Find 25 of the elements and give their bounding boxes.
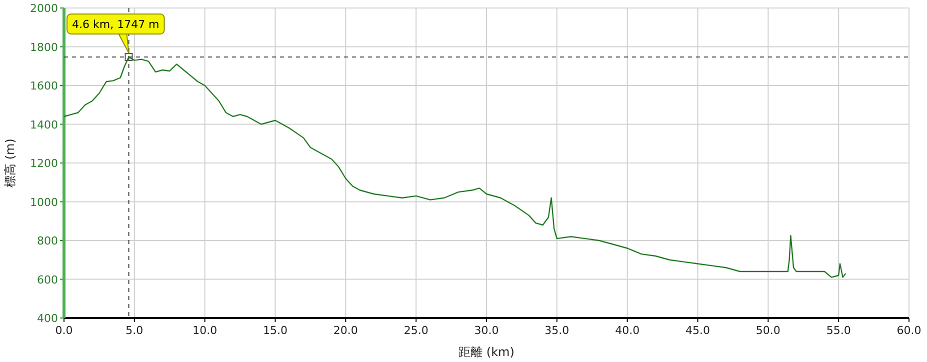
x-tick-label: 15.0: [263, 324, 288, 337]
y-tick-label: 2000: [30, 2, 58, 15]
x-tick-label: 5.0: [126, 324, 144, 337]
x-tick-label: 60.0: [896, 324, 922, 337]
x-tick-label: 25.0: [404, 324, 428, 337]
y-tick-label: 1200: [30, 157, 58, 170]
y-tick-label: 800: [37, 234, 58, 248]
x-tick-label: 30.0: [474, 324, 499, 337]
y-tick-label: 400: [37, 312, 58, 325]
x-tick-label: 40.0: [615, 324, 640, 337]
x-tick-label: 20.0: [333, 324, 358, 337]
x-tick-label: 0.0: [55, 324, 73, 337]
y-tick-label: 1400: [30, 118, 58, 132]
y-tick-label: 600: [37, 273, 58, 286]
x-tick-label: 45.0: [686, 324, 710, 337]
x-tick-label: 10.0: [192, 324, 218, 337]
y-tick-label: 1800: [30, 40, 58, 54]
x-axis-title: 距離 (km): [458, 345, 514, 359]
x-tick-label: 35.0: [544, 324, 570, 337]
annotation: 4.6 km, 1747 m: [72, 18, 160, 31]
y-axis-title: 標高 (m): [3, 138, 17, 188]
x-tick-label: 55.0: [826, 324, 851, 337]
y-tick-label: 1600: [30, 80, 58, 92]
y-tick-label: 1000: [30, 196, 58, 209]
x-tick-label: 50.0: [756, 324, 780, 337]
